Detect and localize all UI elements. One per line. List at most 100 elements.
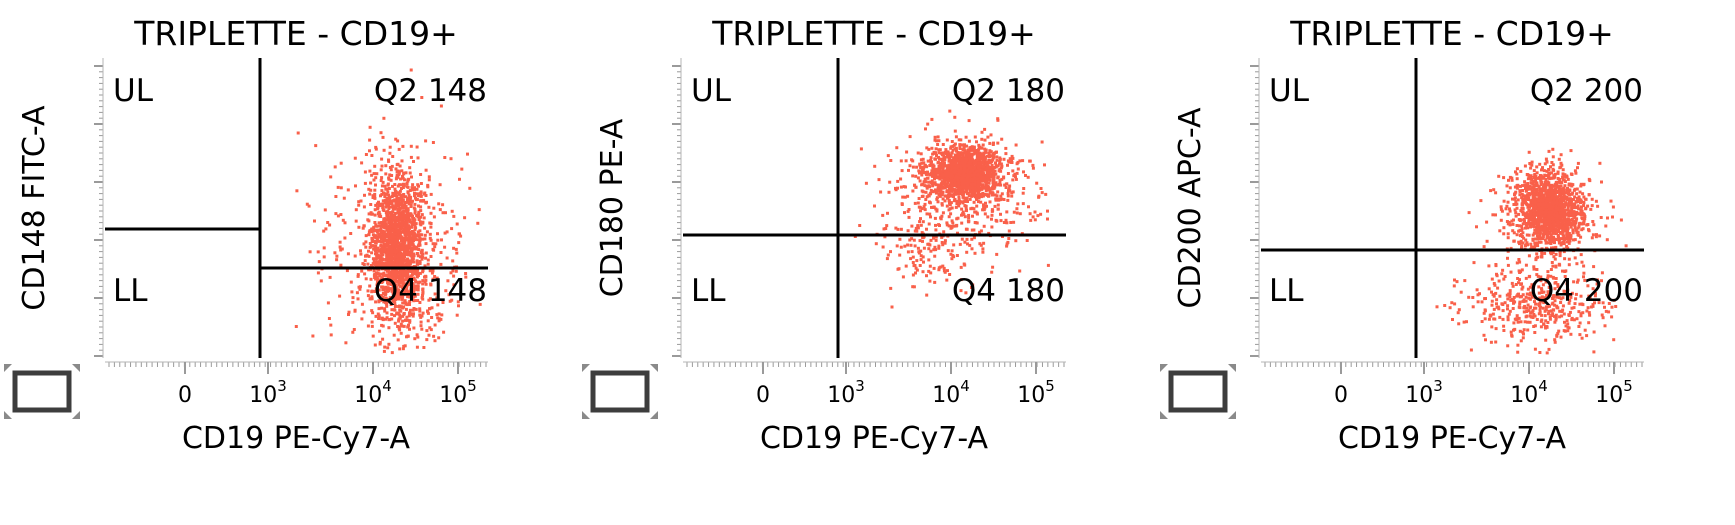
data-point xyxy=(1529,201,1533,205)
data-point xyxy=(384,172,388,176)
data-point xyxy=(956,155,960,159)
data-point xyxy=(952,170,956,174)
data-point xyxy=(454,269,458,273)
x-tick-label-base: 0 xyxy=(178,383,192,408)
data-point xyxy=(370,227,374,231)
data-point xyxy=(460,167,464,171)
data-point xyxy=(387,342,391,346)
data-point xyxy=(968,166,972,169)
data-point xyxy=(391,243,395,247)
data-point xyxy=(912,285,916,289)
data-point xyxy=(1562,235,1566,238)
data-point xyxy=(390,202,394,206)
data-point xyxy=(390,195,394,198)
data-point xyxy=(368,242,372,245)
data-point xyxy=(930,174,934,178)
data-point xyxy=(406,196,410,200)
data-point xyxy=(383,237,387,241)
data-point xyxy=(409,155,413,159)
data-point xyxy=(942,269,946,273)
data-point xyxy=(444,289,448,293)
data-point xyxy=(388,232,392,236)
data-point xyxy=(431,242,435,246)
data-point xyxy=(381,264,385,268)
data-point xyxy=(1040,191,1044,195)
data-point xyxy=(940,241,944,244)
data-point xyxy=(1007,187,1011,191)
data-point xyxy=(934,248,938,252)
plot-panel-1: TRIPLETTE - CD19+ 0 103 104 105 UL LL Q2 148 Q4 … xyxy=(0,0,578,525)
data-point xyxy=(371,262,375,266)
data-point xyxy=(427,333,431,337)
data-point xyxy=(375,276,379,280)
data-point xyxy=(987,152,991,156)
data-point xyxy=(413,188,416,191)
data-point xyxy=(366,324,370,328)
data-point xyxy=(988,155,991,159)
data-point xyxy=(984,184,988,188)
data-point xyxy=(374,277,378,281)
data-point xyxy=(1555,232,1558,236)
data-point xyxy=(934,235,938,239)
data-point xyxy=(383,293,387,297)
data-point xyxy=(919,158,923,162)
x-tick-label-exponent: 3 xyxy=(855,377,865,395)
data-point xyxy=(408,166,412,170)
data-point xyxy=(400,169,404,173)
data-point xyxy=(416,193,420,196)
gate-tool-icon xyxy=(4,364,80,419)
data-point xyxy=(964,187,968,190)
data-point xyxy=(991,157,995,160)
data-point xyxy=(972,228,976,232)
data-point xyxy=(971,169,975,173)
data-point xyxy=(1529,187,1532,191)
data-point xyxy=(927,258,931,262)
data-point xyxy=(400,253,404,257)
data-point xyxy=(1014,177,1018,181)
data-point xyxy=(326,301,330,305)
data-point xyxy=(402,324,406,328)
data-point xyxy=(339,263,343,267)
data-point xyxy=(954,205,958,209)
data-point xyxy=(970,247,974,251)
data-point xyxy=(386,190,390,194)
data-point xyxy=(426,183,430,187)
data-point xyxy=(1532,176,1536,179)
data-point xyxy=(957,197,961,201)
data-point xyxy=(366,294,370,298)
data-point xyxy=(947,191,951,195)
data-point xyxy=(420,250,424,254)
data-point xyxy=(970,182,974,186)
data-point xyxy=(386,282,390,286)
data-point xyxy=(995,183,999,187)
data-point xyxy=(979,192,983,196)
data-point xyxy=(1568,214,1572,218)
data-point xyxy=(440,238,443,242)
data-point xyxy=(949,201,953,205)
data-point xyxy=(941,243,945,247)
data-point xyxy=(402,301,406,305)
data-point xyxy=(433,339,437,343)
data-point xyxy=(995,155,999,159)
data-point xyxy=(975,204,979,208)
data-point xyxy=(373,272,377,276)
data-point xyxy=(374,271,378,275)
data-point xyxy=(957,161,961,165)
data-point xyxy=(925,212,929,216)
data-point xyxy=(926,172,930,176)
data-point xyxy=(389,280,393,284)
data-point xyxy=(400,193,404,197)
data-point xyxy=(397,192,401,196)
data-point xyxy=(396,139,400,143)
data-point xyxy=(323,208,327,212)
data-point xyxy=(363,272,367,276)
data-point xyxy=(402,305,406,309)
data-point xyxy=(396,210,400,214)
data-point xyxy=(392,216,396,220)
data-point xyxy=(1541,237,1545,240)
data-point xyxy=(374,314,378,318)
data-point xyxy=(1531,191,1534,195)
data-point xyxy=(401,246,404,250)
data-point xyxy=(375,207,379,211)
gate-tool-icon-corner xyxy=(4,411,12,419)
